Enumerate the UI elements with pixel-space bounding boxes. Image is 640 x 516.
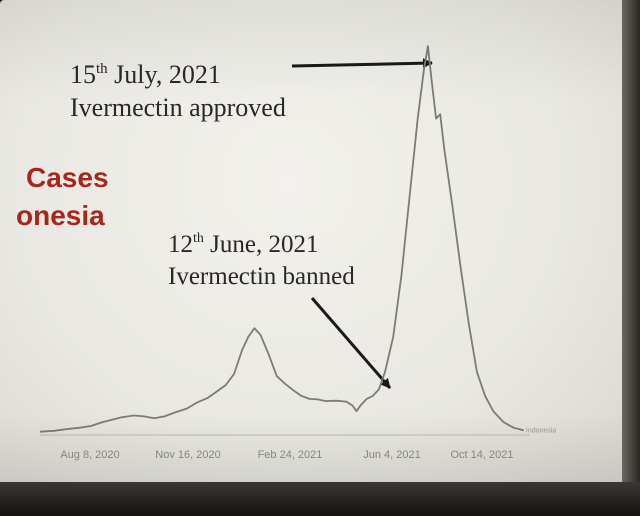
monitor-bezel-right xyxy=(622,0,640,516)
approved-label: Ivermectin approved xyxy=(70,93,286,122)
series-line-0 xyxy=(39,45,525,433)
x-tick-label: Oct 14, 2021 xyxy=(451,449,514,461)
x-tick-label: Aug 8, 2020 xyxy=(60,449,119,461)
x-tick-label: Nov 16, 2020 xyxy=(155,449,220,461)
banned-date: 12th June, 2021 xyxy=(168,231,318,258)
approved-day: 15 xyxy=(70,60,96,89)
approved-arrow xyxy=(291,58,433,69)
series-group: Indonesia xyxy=(39,45,556,434)
approved-suffix: th xyxy=(96,61,108,77)
approved-rest: July, 2021 xyxy=(108,60,221,89)
banned-rest: June, 2021 xyxy=(204,231,319,258)
banned-suffix: th xyxy=(193,231,204,246)
series-label: Indonesia xyxy=(526,427,556,434)
x-tick-label: Jun 4, 2021 xyxy=(363,449,421,461)
x-tick-label: Feb 24, 2021 xyxy=(258,449,323,461)
x-tick-labels: Aug 8, 2020 Nov 16, 2020 Feb 24, 2021 Jun 4… xyxy=(60,449,513,461)
banned-label: Ivermectin banned xyxy=(168,263,355,290)
banned-arrow xyxy=(310,297,392,389)
chart-title-line1: Cases xyxy=(26,162,109,193)
chart-title-line2: onesia xyxy=(16,200,105,231)
approved-date: 15th July, 2021 xyxy=(70,60,221,89)
monitor-bezel-bottom xyxy=(0,482,640,516)
banned-day: 12 xyxy=(168,231,193,258)
